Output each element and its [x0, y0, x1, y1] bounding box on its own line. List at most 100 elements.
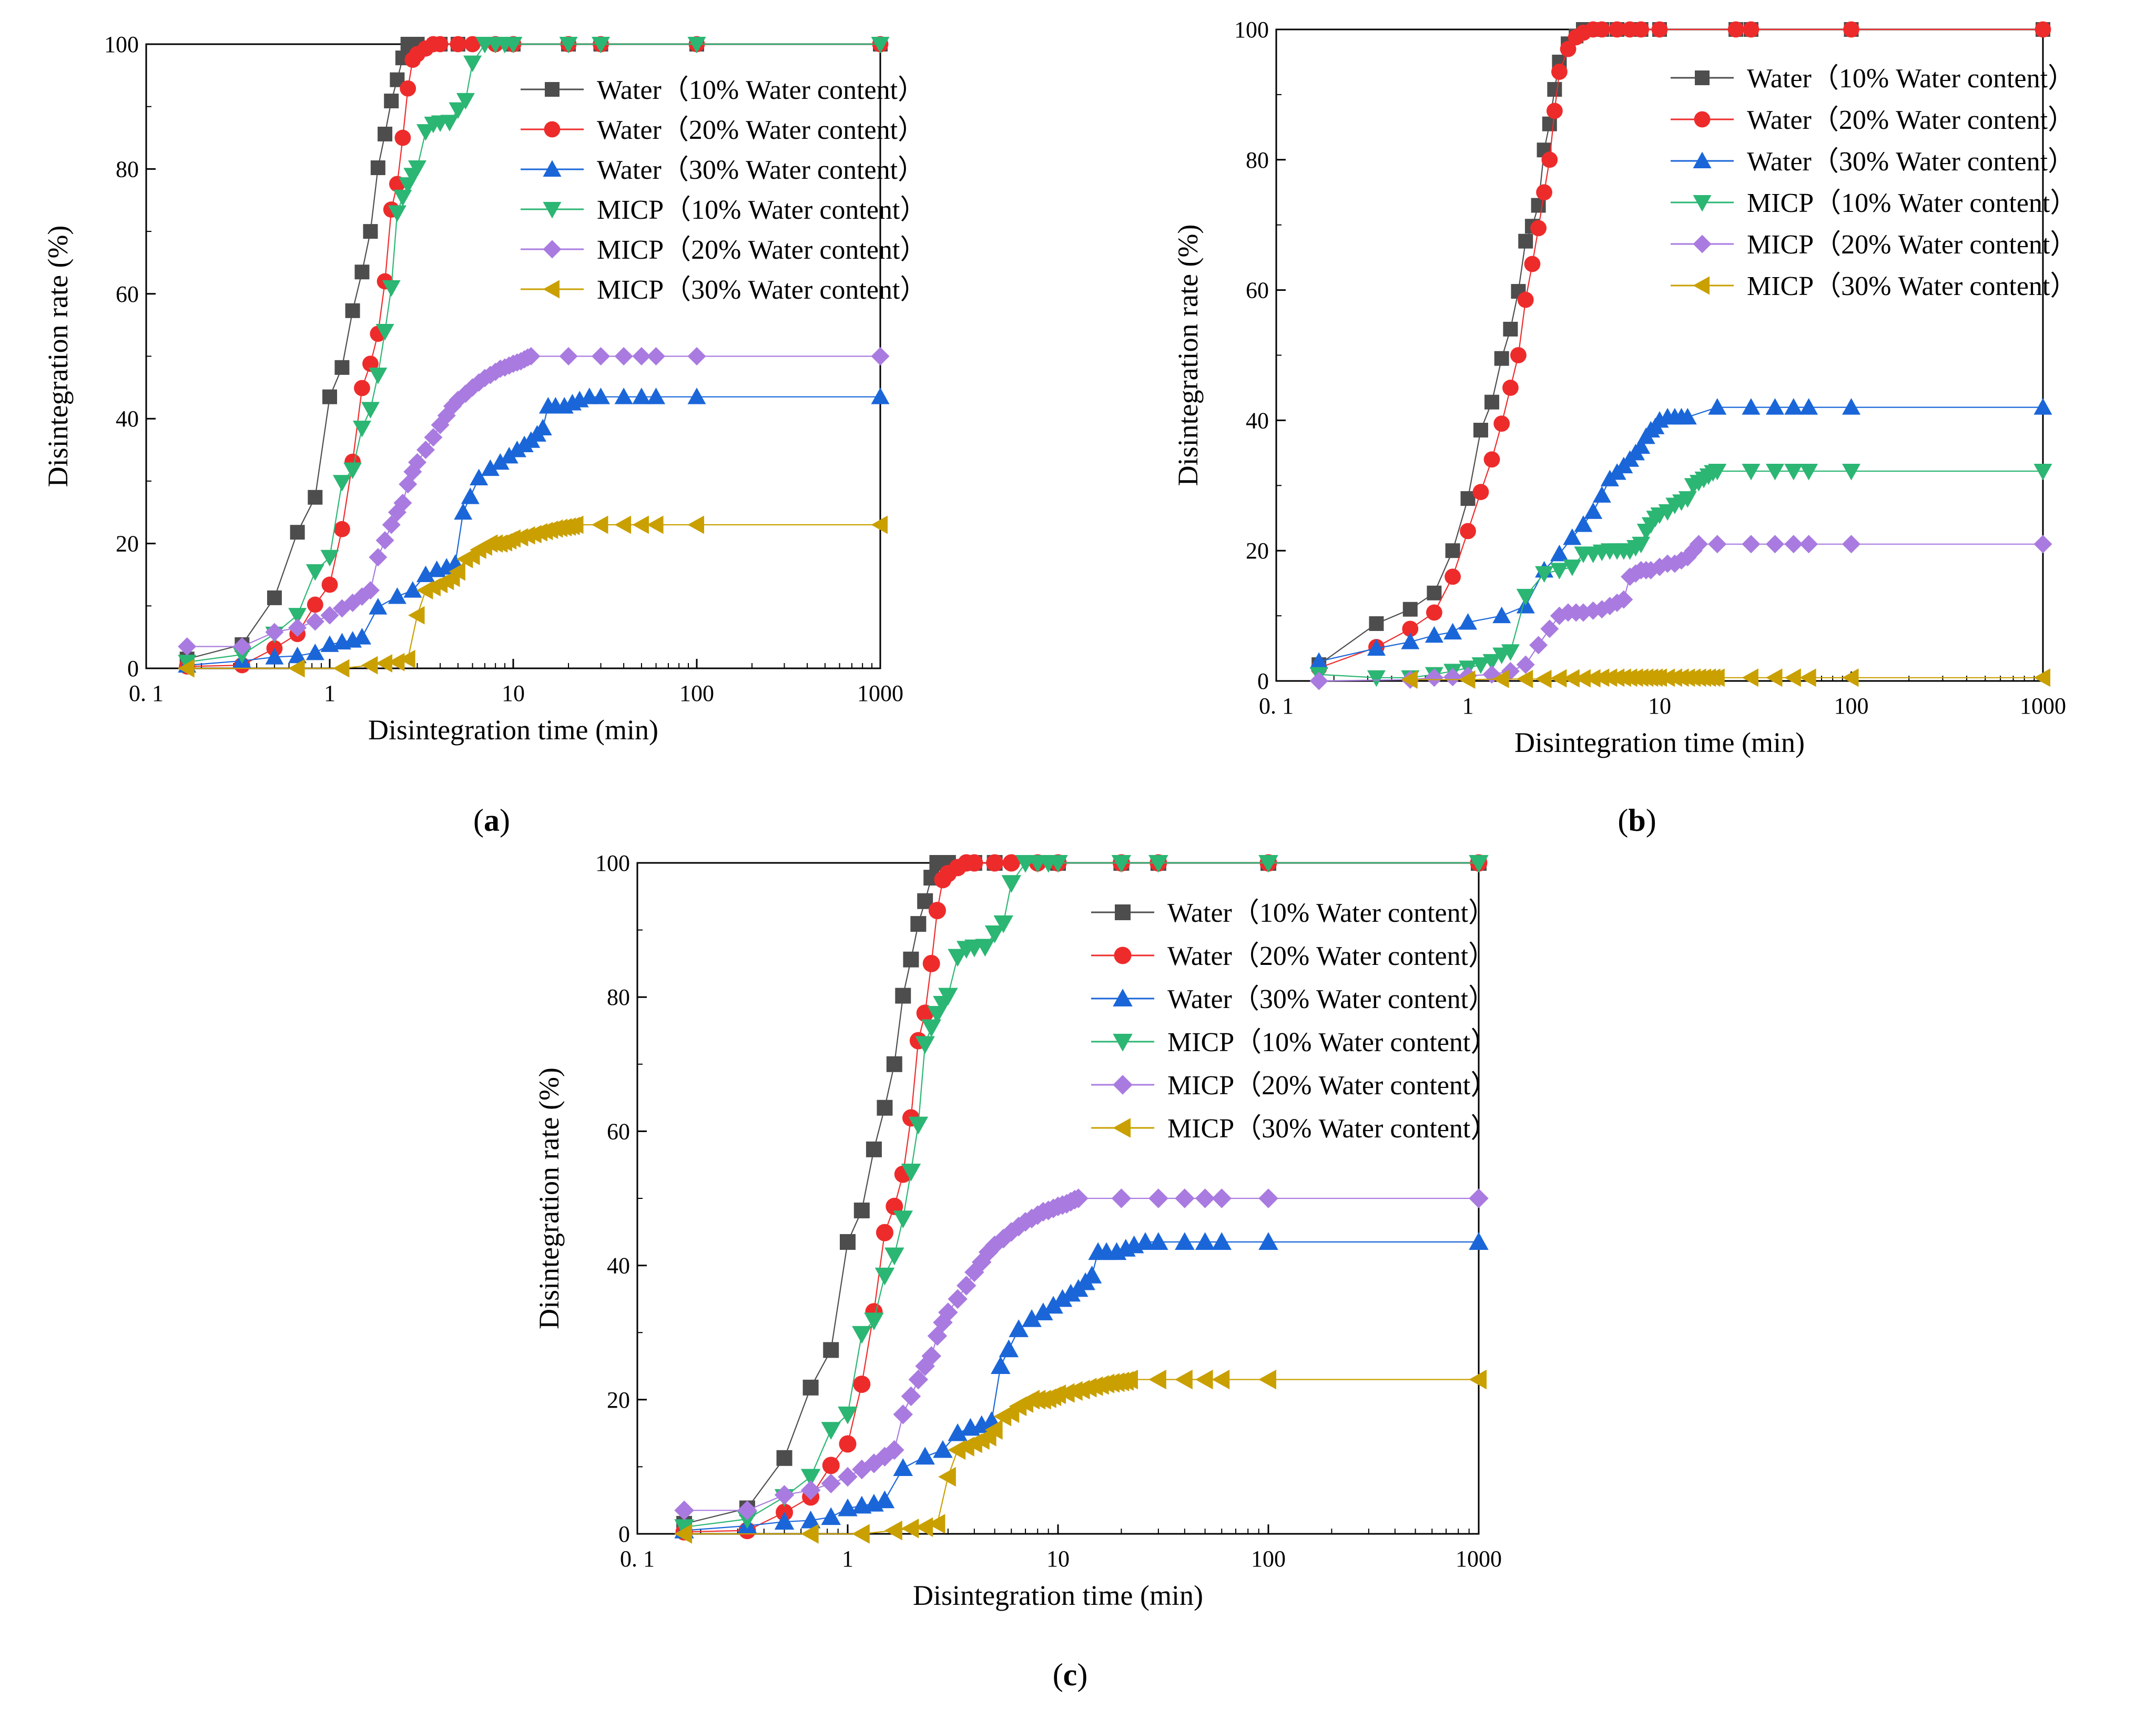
data-point	[948, 1423, 968, 1441]
data-point	[1622, 21, 1638, 38]
data-point	[986, 854, 1004, 872]
data-point	[1043, 1296, 1063, 1314]
data-point	[2035, 21, 2051, 38]
legend-marker	[1113, 989, 1133, 1006]
data-point	[839, 1435, 857, 1453]
legend-entry: Water（10% Water content）	[521, 75, 925, 105]
data-point	[1765, 535, 1784, 554]
legend-label: MICP（30% Water content）	[597, 275, 927, 305]
data-point	[416, 565, 435, 582]
data-point	[464, 36, 481, 53]
legend-entry: Water（20% Water content）	[521, 115, 925, 145]
data-point	[1727, 21, 1744, 38]
series-6	[178, 515, 888, 678]
data-point	[1584, 502, 1603, 519]
data-point	[984, 1420, 1003, 1440]
y-tick-label: 100	[595, 850, 630, 876]
data-point	[1609, 21, 1625, 38]
data-point	[1494, 351, 1509, 366]
legend-marker	[543, 160, 562, 177]
data-point	[470, 469, 489, 485]
data-point	[993, 915, 1013, 933]
data-point	[1401, 633, 1420, 649]
legend-marker	[1693, 235, 1712, 253]
legend-label: Water（30% Water content）	[1167, 984, 1496, 1014]
y-tick-label: 40	[1246, 408, 1269, 433]
legend-marker	[1113, 1075, 1133, 1095]
panel-a-chart: 0 20 40 60 80 100 0. 1 1 10 100 1000 Disintegration…	[42, 32, 927, 838]
data-point	[1842, 668, 1859, 687]
data-point	[290, 525, 305, 540]
data-point	[567, 515, 584, 534]
data-point	[975, 939, 995, 957]
data-point	[1563, 528, 1582, 545]
data-point	[800, 1524, 819, 1544]
data-point	[321, 576, 338, 593]
data-point	[901, 1519, 919, 1539]
y-tick-label: 100	[104, 32, 139, 57]
data-point	[1518, 233, 1533, 249]
data-point	[821, 1422, 841, 1440]
data-point	[265, 648, 284, 665]
data-point	[1001, 875, 1022, 893]
data-point	[1574, 669, 1591, 688]
x-tick-label: 10	[1648, 693, 1671, 719]
x-tick-label: 1	[1462, 693, 1474, 719]
data-point	[1550, 669, 1567, 688]
data-point	[2033, 668, 2050, 687]
y-tick-label: 80	[1246, 147, 1269, 173]
data-point	[1765, 398, 1784, 415]
data-point	[1484, 394, 1500, 410]
y-tick-label: 60	[116, 281, 139, 307]
data-point	[1633, 21, 1650, 38]
data-point	[1678, 491, 1697, 508]
x-tick-label: 100	[1251, 1546, 1286, 1572]
data-point	[1195, 1369, 1213, 1390]
data-point	[1258, 1232, 1278, 1250]
data-point	[1550, 563, 1569, 579]
data-point	[1516, 669, 1533, 688]
data-point	[956, 1276, 977, 1296]
data-point	[647, 388, 666, 404]
data-point	[853, 1375, 871, 1393]
data-point	[1111, 1188, 1132, 1208]
data-point	[393, 493, 412, 512]
data-point	[984, 925, 1005, 943]
data-point	[416, 124, 435, 141]
data-point	[1563, 559, 1582, 576]
data-point	[388, 205, 406, 222]
legend-marker	[1115, 904, 1131, 920]
data-point	[1784, 464, 1803, 481]
data-point	[375, 654, 393, 673]
data-point	[1784, 535, 1803, 554]
y-tick-label: 0	[1257, 668, 1269, 694]
legend-entry: Water（10% Water content）	[1671, 64, 2075, 94]
y-tick-label: 80	[607, 984, 630, 1010]
data-point	[440, 115, 459, 131]
data-point	[874, 1267, 895, 1286]
data-point	[388, 587, 406, 604]
data-point	[1445, 543, 1460, 558]
legend-label: MICP（30% Water content）	[1747, 271, 2077, 301]
data-point	[1048, 855, 1068, 873]
data-point	[821, 1507, 841, 1525]
data-point	[1535, 566, 1554, 583]
data-point	[1212, 1232, 1232, 1250]
data-point	[178, 659, 195, 678]
legend-marker	[544, 121, 561, 138]
data-point	[1471, 657, 1490, 674]
series-3	[1309, 398, 2052, 669]
data-point	[361, 402, 380, 419]
data-point	[332, 659, 350, 678]
data-point	[632, 347, 651, 365]
data-point	[1592, 486, 1611, 503]
data-point	[884, 1440, 904, 1460]
data-point	[1069, 1188, 1089, 1208]
data-point	[1516, 588, 1535, 606]
legend-entry: MICP（20% Water content）	[1671, 230, 2077, 260]
data-point	[1469, 855, 1489, 873]
legend-label: MICP（20% Water content）	[597, 235, 927, 265]
data-point	[1546, 103, 1563, 119]
data-point	[1048, 1384, 1066, 1404]
data-point	[2033, 535, 2052, 554]
